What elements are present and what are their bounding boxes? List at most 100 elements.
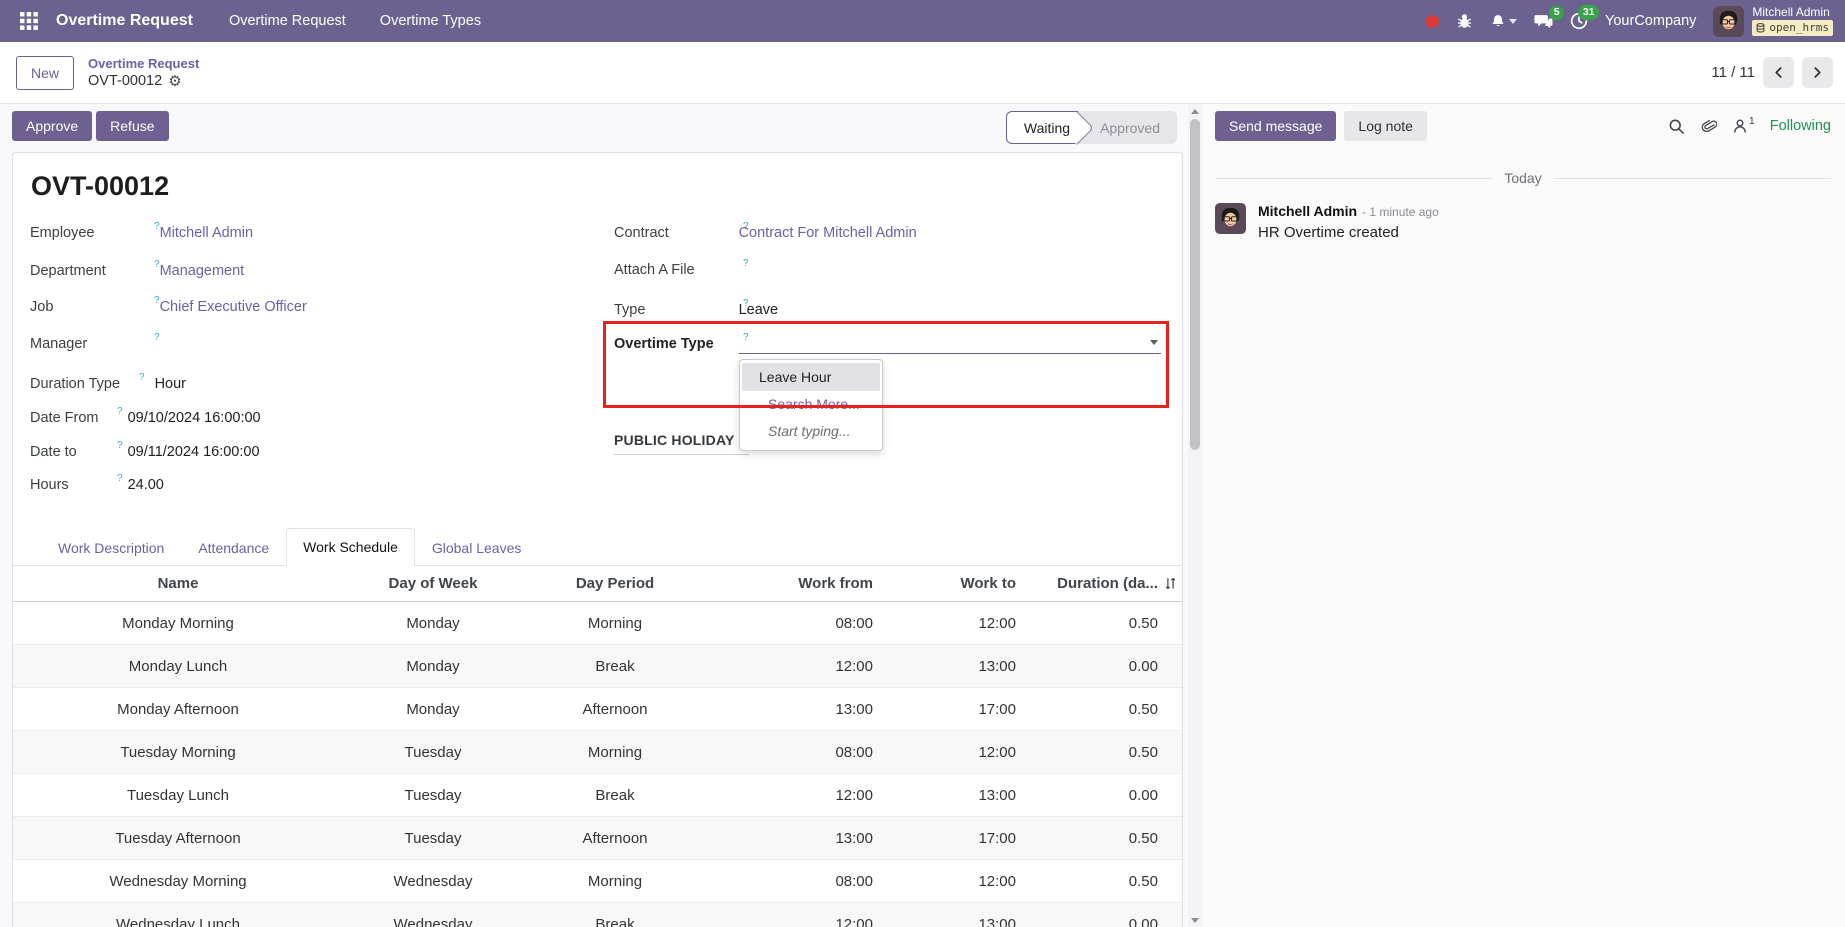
field-type: Type? Leave: [614, 298, 779, 318]
field-manager: Manager?: [30, 332, 160, 352]
tab-work-description[interactable]: Work Description: [58, 540, 165, 556]
col-day-of-week[interactable]: Day of Week: [388, 575, 478, 592]
table-row[interactable]: Wednesday Lunch Wednesday Break 12:00 13:00 0…: [13, 903, 1182, 927]
field-date-to: Date to? 09/11/2024 16:00:00: [30, 440, 260, 460]
messages-count-badge: 5: [1549, 5, 1565, 21]
database-badge: open_hrms: [1752, 20, 1833, 36]
field-department: Department? Management: [30, 259, 245, 279]
scroll-down-arrow[interactable]: [1188, 913, 1202, 927]
field-date-from: Date From? 09/10/2024 16:00:00: [30, 406, 261, 426]
department-value[interactable]: Management: [159, 263, 245, 279]
field-job: Job? Chief Executive Officer: [30, 295, 307, 315]
chevron-left-icon: [1775, 67, 1782, 78]
scrollbar-thumb[interactable]: [1190, 119, 1200, 450]
breadcrumb: Overtime Request OVT-00012 ⚙: [88, 56, 199, 89]
hours-value[interactable]: 24.00: [127, 477, 164, 493]
attachment-paperclip-icon[interactable]: [1700, 118, 1717, 135]
field-hours: Hours? 24.00: [30, 473, 164, 493]
menu-overtime-request[interactable]: Overtime Request: [228, 13, 346, 29]
apps-grid-icon[interactable]: [12, 4, 46, 38]
work-schedule-table: Monday Morning Monday Morning 08:00 12:00 0.5…: [13, 602, 1182, 927]
col-name[interactable]: Name: [157, 575, 199, 592]
menu-overtime-types[interactable]: Overtime Types: [379, 13, 482, 29]
refuse-button[interactable]: Refuse: [96, 111, 169, 141]
activities-count-badge: 31: [1578, 5, 1600, 20]
table-row[interactable]: Monday Lunch Monday Break 12:00 13:00 0.00: [13, 645, 1182, 688]
field-attach-a-file: Attach A File?: [614, 258, 749, 278]
recording-indicator-icon[interactable]: [1426, 14, 1440, 28]
help-icon: ?: [154, 332, 160, 343]
job-value[interactable]: Chief Executive Officer: [159, 299, 307, 315]
dropdown-search-more[interactable]: Search More...: [768, 396, 860, 412]
activities-clock-icon[interactable]: 31: [1570, 5, 1600, 30]
app-brand[interactable]: Overtime Request: [56, 12, 193, 29]
overtime-type-input[interactable]: [739, 332, 1161, 354]
dropdown-caret-icon[interactable]: [1150, 340, 1158, 345]
field-duration-type: Duration Type? Hour: [30, 372, 186, 392]
record-title: OVT-00012: [31, 171, 170, 201]
help-icon: ?: [743, 258, 749, 269]
help-icon: ?: [743, 332, 749, 343]
col-duration[interactable]: Duration (da...: [1057, 575, 1158, 592]
employee-value[interactable]: Mitchell Admin: [159, 225, 254, 241]
new-button[interactable]: New: [16, 55, 75, 90]
approve-button[interactable]: Approve: [12, 111, 93, 141]
table-row[interactable]: Monday Morning Monday Morning 08:00 12:00 0.5…: [13, 602, 1182, 645]
duration-type-value[interactable]: Hour: [154, 376, 186, 392]
type-value[interactable]: Leave: [738, 302, 779, 318]
help-icon: ?: [154, 221, 160, 232]
company-menu[interactable]: YourCompany: [1605, 13, 1697, 29]
debug-bug-icon[interactable]: [1456, 13, 1473, 30]
pager-next-button[interactable]: [1802, 57, 1833, 88]
col-work-from[interactable]: Work from: [798, 575, 873, 592]
search-messages-icon[interactable]: [1668, 118, 1685, 135]
optional-columns-icon[interactable]: [1158, 576, 1182, 591]
contract-value[interactable]: Contract For Mitchell Admin: [738, 225, 917, 241]
following-button[interactable]: Following: [1769, 118, 1831, 134]
field-employee: Employee? Mitchell Admin: [30, 221, 254, 241]
date-to-value[interactable]: 09/11/2024 16:00:00: [127, 444, 260, 460]
breadcrumb-parent-link[interactable]: Overtime Request: [88, 56, 200, 71]
table-row[interactable]: Tuesday Afternoon Tuesday Afternoon 13:00 17…: [13, 817, 1182, 860]
field-overtime-type: Overtime Type?: [614, 332, 749, 352]
gear-icon[interactable]: ⚙: [168, 72, 182, 90]
table-header: Name Day of Week Day Period Work from Wo…: [13, 566, 1182, 602]
pager-value: 11 / 11: [1711, 64, 1755, 81]
database-icon: [1756, 23, 1765, 33]
notebook-tabs: Work Description Attendance Work Schedul…: [13, 525, 1182, 566]
col-work-to[interactable]: Work to: [960, 575, 1016, 592]
message-avatar: [1215, 203, 1246, 234]
table-row[interactable]: Tuesday Morning Tuesday Morning 08:00 12:00 0…: [13, 731, 1182, 774]
date-from-value[interactable]: 09/10/2024 16:00:00: [127, 410, 261, 426]
help-icon: ?: [117, 440, 123, 451]
status-waiting[interactable]: Waiting: [1005, 111, 1079, 144]
tab-global-leaves[interactable]: Global Leaves: [431, 540, 522, 556]
dropdown-start-typing: Start typing...: [768, 423, 851, 439]
form-panel: Approve Refuse Waiting Approved OVT-0001…: [0, 104, 1188, 927]
help-icon: ?: [743, 221, 749, 232]
table-row[interactable]: Monday Afternoon Monday Afternoon 13:00 17:0…: [13, 688, 1182, 731]
bell-caret-icon: [1509, 18, 1518, 24]
tab-work-schedule[interactable]: Work Schedule: [286, 528, 415, 566]
tab-attendance[interactable]: Attendance: [198, 540, 270, 556]
table-row[interactable]: Wednesday Morning Wednesday Morning 08:00 12…: [13, 860, 1182, 903]
status-approved[interactable]: Approved: [1100, 119, 1160, 136]
user-name: Mitchell Admin: [1752, 5, 1830, 20]
message-author[interactable]: Mitchell Admin: [1258, 203, 1358, 219]
notifications-bell-icon[interactable]: [1490, 13, 1518, 30]
followers-icon[interactable]: 1: [1732, 115, 1755, 134]
table-row[interactable]: Tuesday Lunch Tuesday Break 12:00 13:00 0.00: [13, 774, 1182, 817]
col-day-period[interactable]: Day Period: [575, 575, 655, 592]
chatter-message: Mitchell Admin - 1 minute ago HR Overtim…: [1215, 203, 1831, 241]
scroll-up-arrow[interactable]: [1188, 104, 1202, 118]
control-panel: New Overtime Request OVT-00012 ⚙ 11 / 11: [0, 42, 1845, 104]
log-note-button[interactable]: Log note: [1344, 111, 1427, 141]
messages-icon[interactable]: 5: [1534, 5, 1565, 30]
send-message-button[interactable]: Send message: [1215, 111, 1337, 141]
dropdown-option-leave-hour[interactable]: Leave Hour: [742, 363, 880, 391]
user-avatar: [1713, 5, 1745, 37]
user-menu[interactable]: Mitchell Admin open_hrms: [1713, 5, 1833, 37]
chevron-right-icon: [1814, 67, 1821, 78]
message-time: - 1 minute ago: [1362, 205, 1439, 219]
pager-previous-button[interactable]: [1763, 57, 1794, 88]
